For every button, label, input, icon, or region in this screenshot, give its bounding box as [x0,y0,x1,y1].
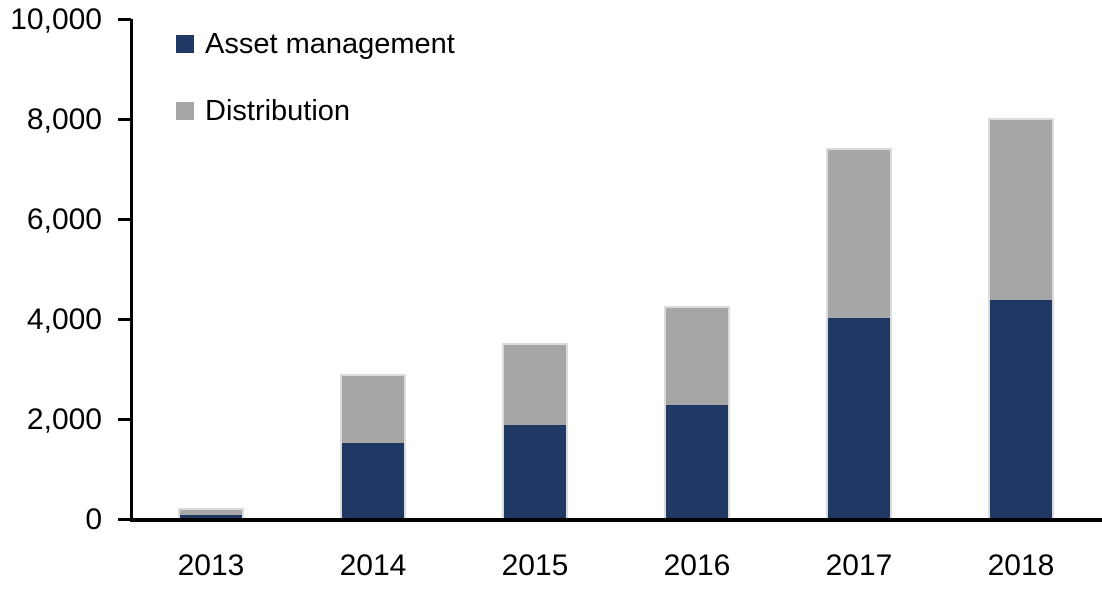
x-axis-tick-label: 2018 [987,549,1055,582]
x-axis-tick-label: 2014 [339,549,407,582]
legend-swatch-asset-management [176,35,194,53]
bar-segment-asset-management [342,442,404,520]
legend-item-asset-management: Asset management [176,26,455,62]
y-axis-tick-mark [118,218,131,221]
y-axis-tick-mark [118,18,131,21]
y-axis-tick-mark [118,118,131,121]
legend-item-distribution: Distribution [176,93,455,129]
y-axis-tick-label: 6,000 [26,203,102,236]
y-axis-tick-label: 4,000 [26,303,102,336]
x-axis-tick-label: 2013 [177,549,245,582]
bar-segment-asset-management [828,317,890,520]
x-axis-tick-label: 2015 [501,549,569,582]
y-axis-tick-label: 2,000 [26,403,102,436]
bar-segment-distribution [504,345,566,425]
bar-segment-distribution [828,150,890,318]
y-axis-tick-label: 10,000 [10,3,102,36]
bar-column-2016 [664,305,730,520]
bar-column-2018 [988,118,1054,520]
bar-segment-distribution [990,120,1052,300]
bar-segment-asset-management [180,515,242,520]
bar-segment-distribution [342,376,404,443]
bar-segment-distribution [180,510,242,515]
legend-swatch-distribution [176,102,194,120]
x-axis-line [130,518,1102,522]
bar-segment-asset-management [990,300,1052,520]
bar-segment-asset-management [504,425,566,520]
legend: Asset management Distribution [176,26,455,160]
bar-segment-distribution [666,307,728,405]
x-axis-tick-label: 2016 [663,549,731,582]
bar-column-2017 [826,148,892,520]
y-axis-tick-mark [118,418,131,421]
y-axis-tick-mark [118,518,131,521]
bar-column-2013 [178,508,244,520]
bar-column-2014 [340,374,406,520]
y-axis-line [130,19,133,522]
bar-column-2015 [502,343,568,520]
x-axis-tick-label: 2017 [825,549,893,582]
y-axis-tick-label: 8,000 [26,103,102,136]
y-axis-tick-label: 0 [85,503,102,536]
legend-label: Distribution [205,95,351,127]
y-axis-tick-mark [118,318,131,321]
bar-segment-asset-management [666,405,728,520]
legend-label: Asset management [205,28,455,60]
